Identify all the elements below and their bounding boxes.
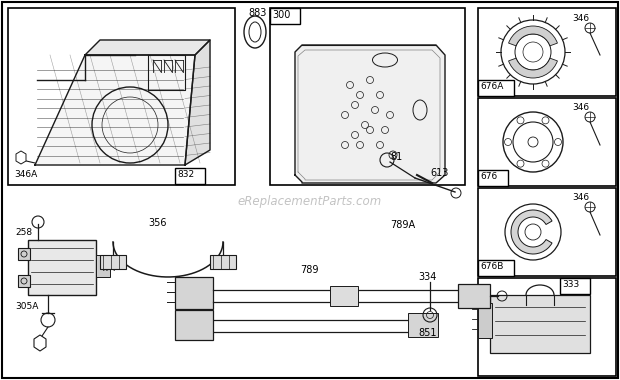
Bar (100, 255, 126, 269)
Text: 676A: 676A (480, 82, 503, 91)
Text: 832: 832 (177, 170, 194, 179)
Text: 883: 883 (248, 8, 267, 18)
Bar (270, 8, 300, 24)
Bar (490, 295, 590, 353)
Bar (478, 260, 514, 276)
Text: 81: 81 (390, 152, 402, 162)
Text: 851: 851 (418, 328, 436, 338)
Bar (408, 313, 438, 337)
Bar (175, 168, 205, 184)
Bar (478, 98, 616, 186)
Polygon shape (16, 151, 26, 164)
Bar (96, 255, 110, 277)
Text: 474: 474 (100, 264, 117, 273)
Text: 356: 356 (148, 218, 167, 228)
Bar (210, 255, 236, 269)
Wedge shape (508, 26, 557, 46)
Bar (458, 284, 490, 308)
Text: 346: 346 (572, 14, 589, 23)
Bar (478, 278, 616, 376)
Text: 333: 333 (562, 280, 579, 289)
Bar (330, 286, 358, 306)
Bar (8, 8, 235, 185)
Text: 346: 346 (572, 103, 589, 112)
Text: 789: 789 (300, 265, 319, 275)
Text: 300: 300 (272, 10, 290, 20)
Polygon shape (295, 45, 445, 183)
Bar (18, 248, 30, 260)
Text: 346A: 346A (14, 170, 37, 179)
Bar (28, 240, 96, 295)
Polygon shape (34, 335, 46, 351)
Text: 258: 258 (15, 228, 32, 237)
Text: 334: 334 (418, 272, 436, 282)
Bar (560, 278, 590, 294)
Text: 676B: 676B (480, 262, 503, 271)
Bar (478, 80, 514, 96)
Text: 789A: 789A (390, 220, 415, 230)
Text: 676: 676 (480, 172, 497, 181)
Polygon shape (85, 40, 210, 55)
Bar (478, 188, 616, 276)
Bar (478, 303, 492, 338)
Bar (478, 8, 616, 96)
Bar (175, 310, 213, 340)
Text: eReplacementParts.com: eReplacementParts.com (238, 195, 382, 209)
Wedge shape (508, 58, 557, 78)
Wedge shape (511, 210, 552, 254)
Polygon shape (185, 40, 210, 165)
Polygon shape (35, 55, 195, 165)
Bar (270, 8, 465, 185)
Bar (175, 277, 213, 309)
Bar (478, 170, 508, 186)
Text: 346: 346 (572, 193, 589, 202)
Bar (18, 275, 30, 287)
Text: 613: 613 (430, 168, 448, 178)
Text: 305A: 305A (15, 302, 38, 311)
